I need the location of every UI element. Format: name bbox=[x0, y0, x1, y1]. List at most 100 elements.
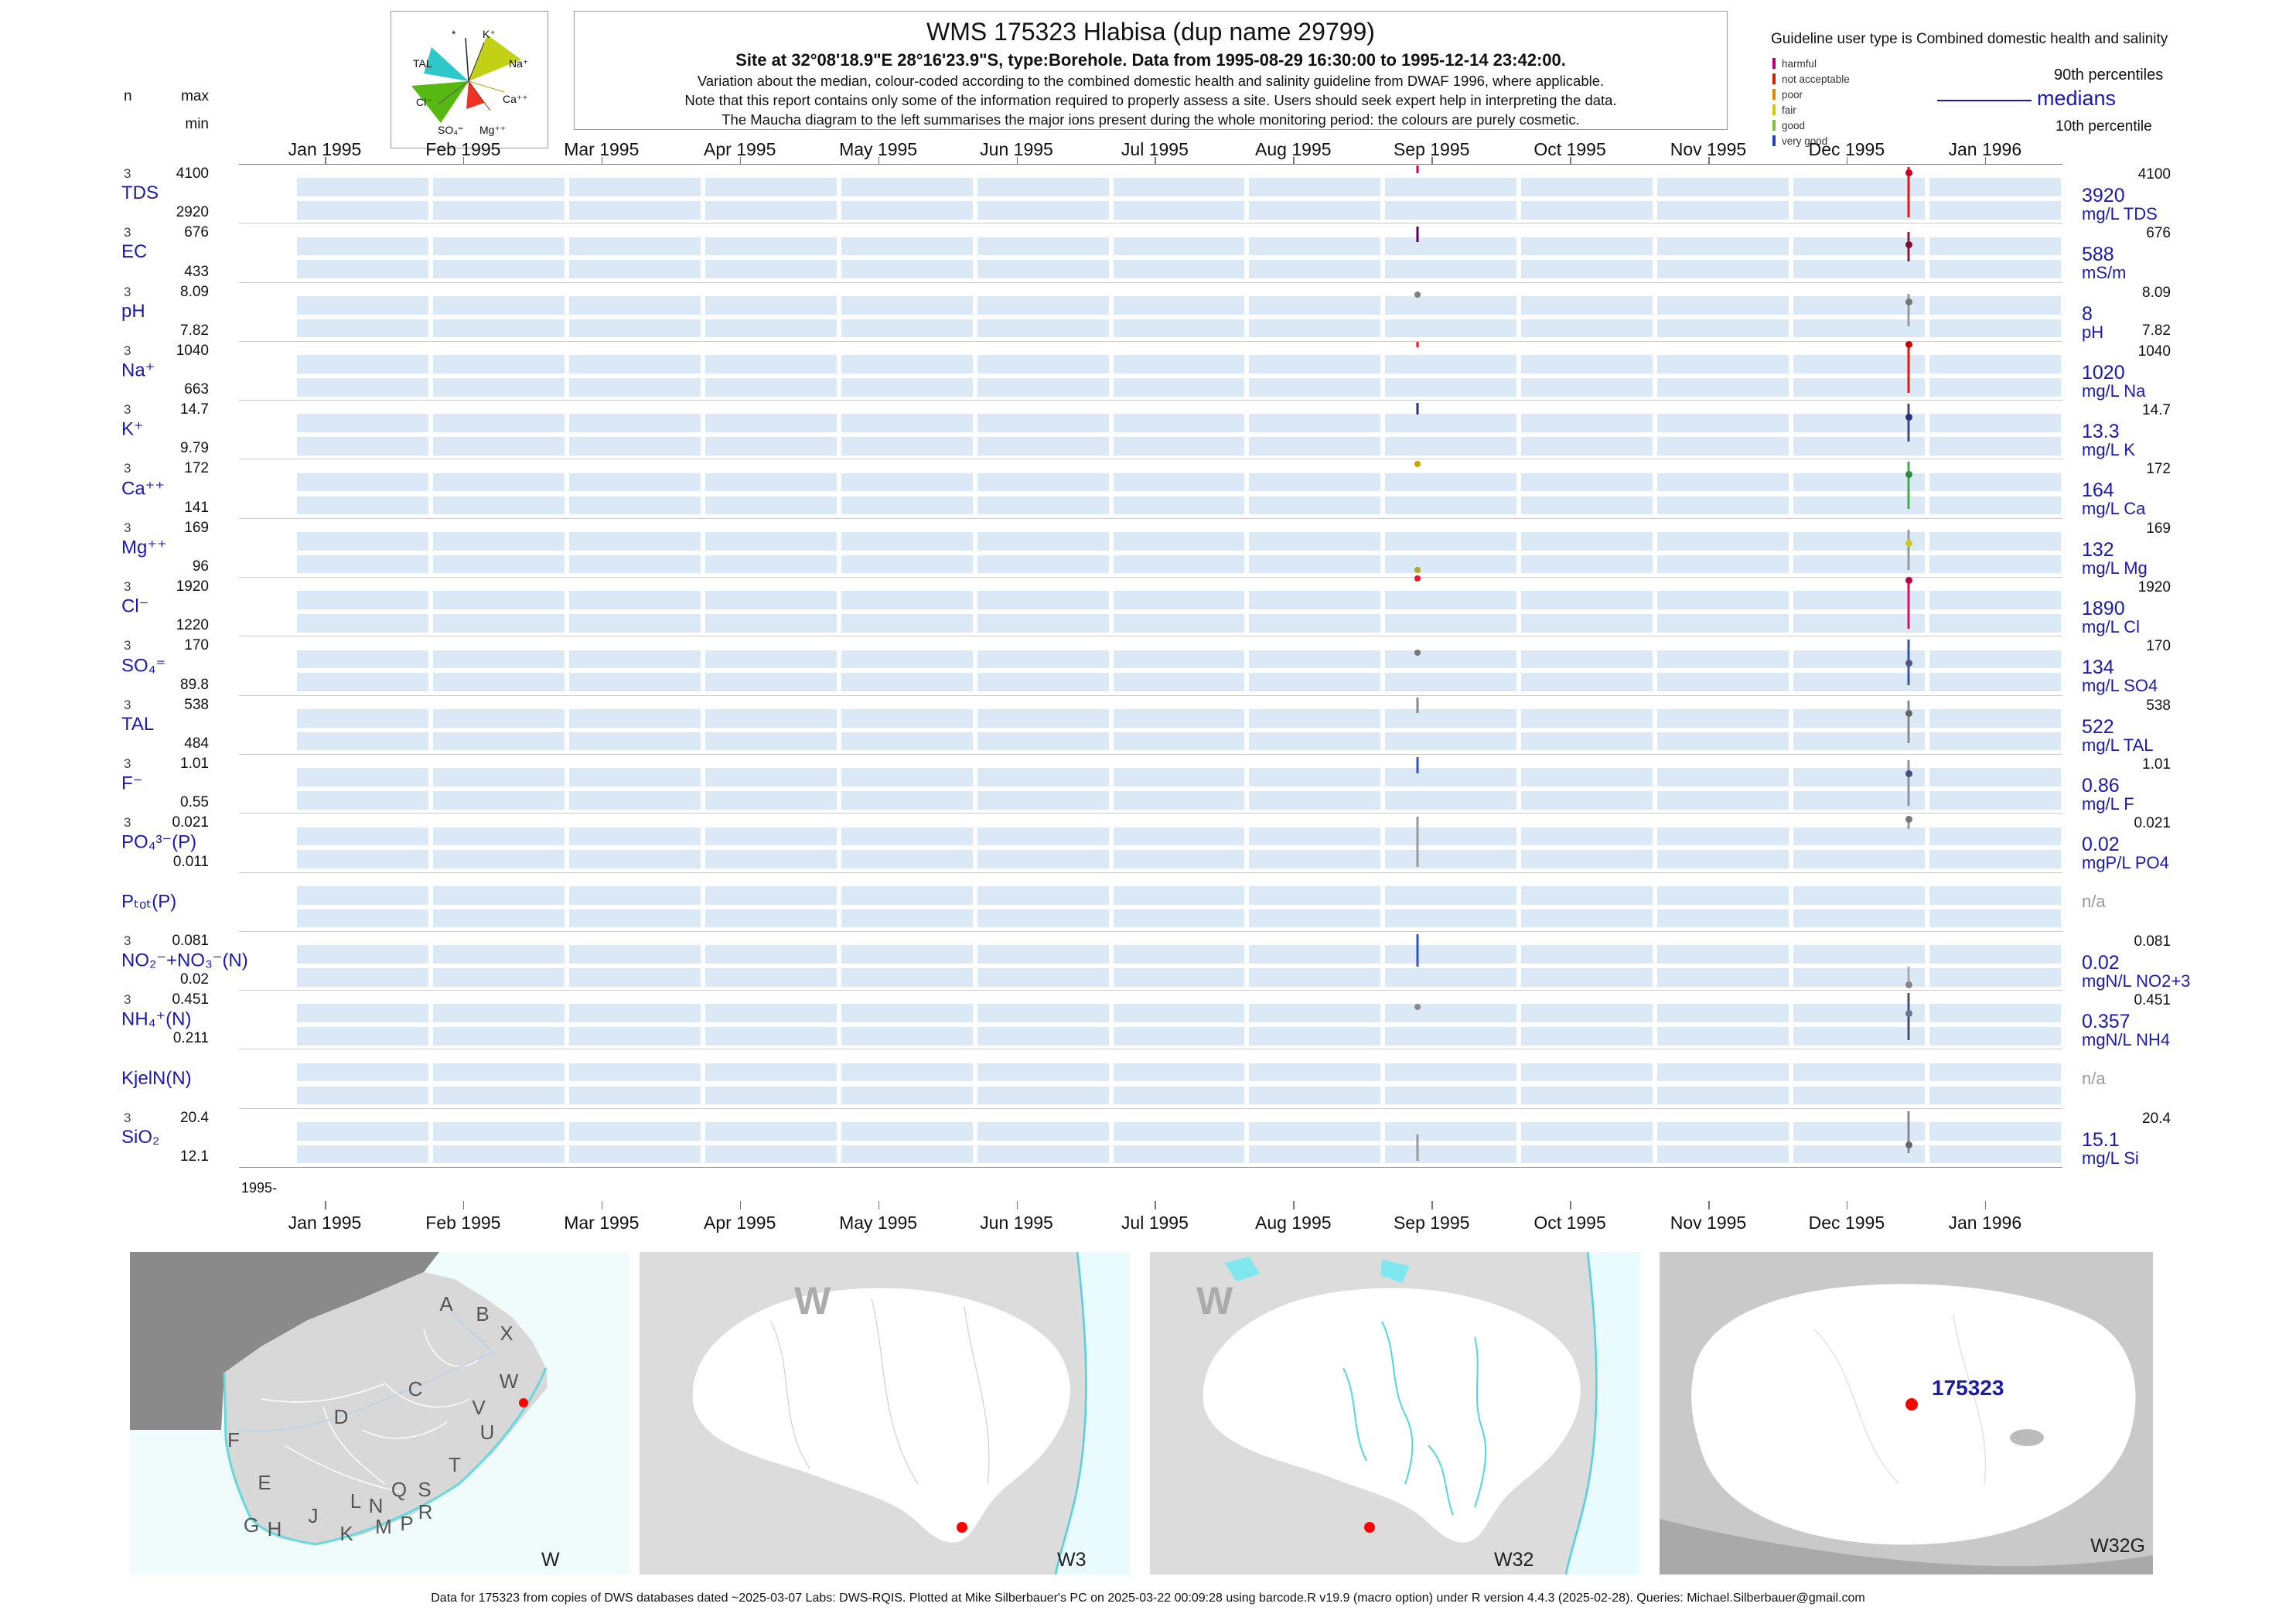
sample-count: 3 bbox=[124, 756, 131, 771]
max-value: 172 bbox=[184, 460, 209, 477]
parameter-row: 3 20.4 SiO₂ 12.1 20.4 15.1 mg/L Si bbox=[0, 1107, 2296, 1168]
month-band-cell bbox=[297, 1145, 428, 1164]
drainage-region-letter: U bbox=[480, 1421, 495, 1444]
month-band-cell bbox=[1249, 885, 1381, 905]
ion-label: TAL bbox=[413, 57, 432, 70]
month-band-cell bbox=[1249, 319, 1381, 338]
row-divider bbox=[239, 694, 2062, 696]
month-band-cell bbox=[1521, 532, 1653, 551]
estuary-patch bbox=[1380, 1260, 1410, 1283]
month-band-cell bbox=[1385, 732, 1517, 751]
min-value: 7.82 bbox=[180, 322, 209, 339]
month-band-cell bbox=[1113, 614, 1245, 633]
month-band-cell bbox=[1929, 885, 2061, 905]
month-band-cell bbox=[977, 708, 1109, 728]
unit-label: mg/L TAL bbox=[2082, 735, 2154, 755]
month-band bbox=[297, 260, 2061, 278]
month-band-cell bbox=[1249, 1086, 1381, 1105]
month-band-cell bbox=[1929, 473, 2061, 492]
month-band-cell bbox=[1385, 178, 1517, 196]
month-band-cell bbox=[568, 377, 701, 397]
guideline-class-color bbox=[1772, 89, 1776, 100]
unit-label: mg/L K bbox=[2082, 440, 2135, 460]
median-value: 522 bbox=[2082, 715, 2114, 738]
ion-label: Na⁺ bbox=[509, 57, 528, 70]
month-band-cell bbox=[568, 355, 701, 374]
parameter-row: Pₜₒₜ(P) n/a bbox=[0, 872, 2296, 931]
plot-area bbox=[239, 1049, 2062, 1107]
month-band-cell bbox=[977, 945, 1109, 964]
panel-label: W bbox=[541, 1549, 560, 1571]
maucha-tal-wedge bbox=[424, 47, 469, 81]
month-band-cell bbox=[1385, 768, 1517, 786]
month-band-cell bbox=[841, 708, 973, 728]
min-value: 96 bbox=[192, 558, 209, 575]
month-band-cell bbox=[1657, 473, 1789, 492]
parameter-name: TAL bbox=[121, 713, 155, 735]
value-not-available: n/a bbox=[2082, 891, 2106, 911]
parameter-row: 3 1040 Na⁺ 663 1040 1020 mg/L Na bbox=[0, 340, 2296, 401]
month-band-cell bbox=[1521, 437, 1653, 455]
month-band-cell bbox=[1385, 201, 1517, 220]
month-band-cell bbox=[1249, 1122, 1381, 1141]
sample-count: 3 bbox=[124, 697, 131, 712]
p90-value: 8.09 bbox=[2142, 284, 2171, 301]
month-band bbox=[297, 1122, 2061, 1141]
month-band-cell bbox=[297, 1086, 428, 1105]
coastline bbox=[1054, 1252, 1087, 1575]
axis-tick bbox=[1431, 1201, 1433, 1209]
report-note-2: Note that this report contains only some… bbox=[684, 92, 1617, 108]
month-band-cell bbox=[1385, 967, 1517, 987]
month-band-cell bbox=[432, 614, 565, 633]
parameter-name: Na⁺ bbox=[121, 360, 155, 381]
month-band-cell bbox=[1793, 532, 1926, 551]
month-band bbox=[297, 967, 2061, 987]
guideline-class: harmful bbox=[1772, 56, 1850, 71]
dec-sample-range-line bbox=[1907, 293, 1910, 326]
month-band-cell bbox=[1385, 554, 1517, 574]
first-sample-range-line bbox=[1416, 1134, 1419, 1162]
first-sample-range-line bbox=[1416, 756, 1419, 774]
month-band-cell bbox=[1521, 1122, 1653, 1141]
median-value: 0.357 bbox=[2082, 1011, 2131, 1033]
month-band-cell bbox=[1793, 201, 1926, 220]
month-band-cell bbox=[297, 650, 428, 669]
p90-legend-label: 90th percentiles bbox=[2054, 67, 2164, 84]
month-band-cell bbox=[977, 732, 1109, 751]
dec-sample-range-line bbox=[1907, 343, 1910, 394]
month-band-cell bbox=[1793, 355, 1926, 374]
month-band-cell bbox=[841, 791, 973, 810]
month-band-cell bbox=[568, 650, 701, 669]
ocean bbox=[1056, 1252, 1130, 1575]
month-band-cell bbox=[704, 554, 837, 574]
month-band-cell bbox=[841, 355, 973, 374]
month-band-cell bbox=[977, 850, 1109, 868]
month-band-cell bbox=[1113, 237, 1245, 256]
month-band-cell bbox=[977, 614, 1109, 633]
p90-value: 14.7 bbox=[2142, 402, 2171, 419]
month-band-cell bbox=[1385, 377, 1517, 397]
month-band-cell bbox=[704, 885, 837, 905]
month-band-cell bbox=[1113, 1004, 1245, 1023]
drainage-region-letter: H bbox=[268, 1517, 282, 1540]
month-band bbox=[297, 473, 2061, 492]
month-band-cell bbox=[1385, 532, 1517, 551]
month-band-cell bbox=[1113, 178, 1245, 196]
drainage-region-letter: T bbox=[449, 1453, 461, 1476]
month-band-cell bbox=[1929, 909, 2061, 928]
adjacent-catchment-band bbox=[1660, 1519, 2153, 1575]
month-band-cell bbox=[841, 945, 973, 964]
month-band-cell bbox=[1657, 909, 1789, 928]
month-band-cell bbox=[1929, 319, 2061, 338]
axis-tick bbox=[1570, 157, 1571, 164]
month-band-cell bbox=[1249, 377, 1381, 397]
month-label: Apr 1995 bbox=[704, 139, 776, 159]
month-band-cell bbox=[297, 532, 428, 551]
month-band-cell bbox=[1521, 650, 1653, 669]
maucha-star-spike bbox=[465, 37, 469, 82]
month-band-cell bbox=[704, 1145, 837, 1164]
month-band-cell bbox=[1521, 1004, 1653, 1023]
min-value: 663 bbox=[184, 381, 209, 398]
dec-sample-range-line bbox=[1907, 966, 1910, 984]
month-band-cell bbox=[1657, 201, 1789, 220]
